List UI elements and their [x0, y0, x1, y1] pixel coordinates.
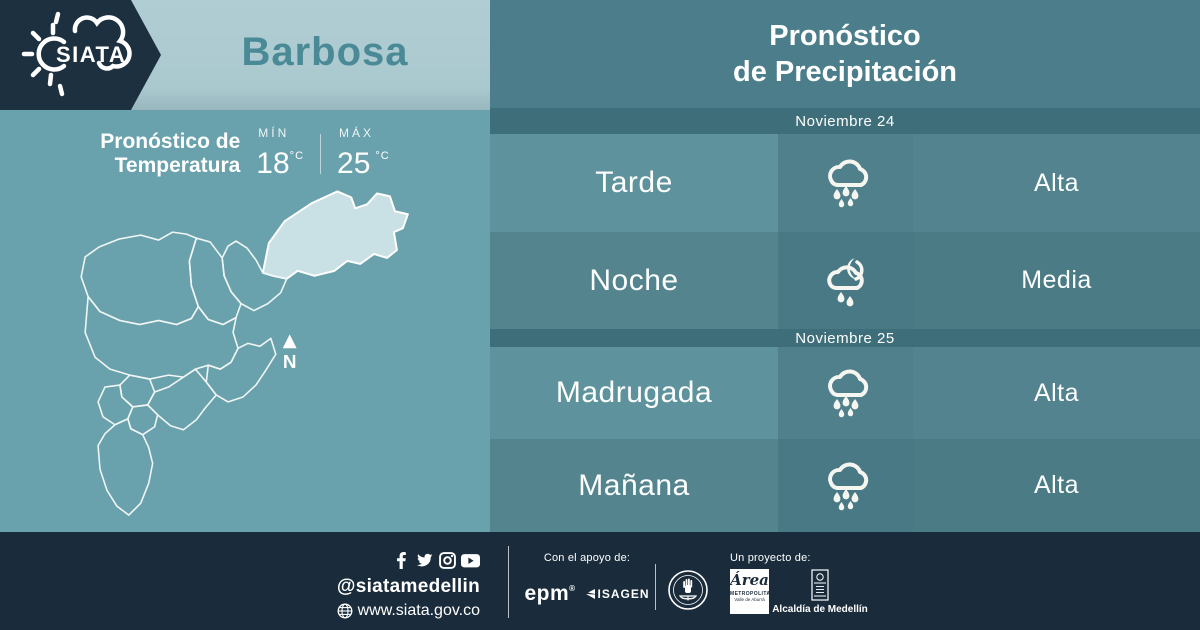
- level-value: Alta: [913, 347, 1200, 439]
- max-unit: °C: [375, 150, 390, 162]
- precipitation-title: Pronóstico de Precipitación: [490, 0, 1200, 108]
- area-line1: METROPOLITANA: [730, 591, 769, 597]
- rain-cloud-icon: [778, 439, 913, 532]
- temperature-title: Pronóstico de Temperatura: [100, 126, 240, 178]
- instagram-icon[interactable]: [439, 551, 456, 569]
- area-metropolitana-logo: Área METROPOLITANA Valle de Aburrá: [730, 569, 769, 614]
- rain-cloud-icon: [778, 134, 913, 232]
- epm-registered-mark: ®: [569, 584, 576, 593]
- temperature-forecast: Pronóstico de Temperatura MÍN 18°C MÁX 2…: [0, 126, 490, 180]
- forecast-row-madrugada: Madrugada Alta: [490, 347, 1200, 439]
- min-unit: °C: [289, 150, 305, 162]
- footer: @siatamedellin www.siata.gov.co Con el a…: [0, 532, 1200, 630]
- map-region: [205, 337, 277, 403]
- website-row: www.siata.gov.co: [337, 602, 480, 620]
- social-block: @siatamedellin www.siata.gov.co: [337, 550, 480, 620]
- temperature-title-line1: Pronóstico de: [100, 130, 241, 153]
- alcaldia-logo: Alcaldía de Medellín: [772, 569, 868, 615]
- municipality-title: Barbosa: [241, 29, 409, 74]
- min-value: 18: [256, 147, 290, 180]
- precipitation-title-line1: Pronóstico: [769, 20, 921, 52]
- date-bar: Noviembre 25: [490, 329, 1200, 347]
- alcaldia-name: Alcaldía de Medellín: [772, 604, 868, 615]
- period-label: Tarde: [490, 134, 778, 232]
- level-value: Alta: [913, 439, 1200, 532]
- precipitation-panel: Pronóstico de Precipitación Noviembre 24…: [490, 0, 1200, 532]
- isagen-logo: ISAGEN: [585, 587, 650, 601]
- area-line2: Valle de Aburrá: [734, 597, 765, 602]
- night-rain-cloud-icon: [778, 232, 913, 329]
- social-handle[interactable]: @siatamedellin: [336, 576, 480, 597]
- map-region: [146, 368, 217, 431]
- forecast-row-tarde: Tarde Alta: [490, 134, 1200, 232]
- youtube-icon[interactable]: [461, 552, 480, 569]
- period-label: Madrugada: [490, 347, 778, 439]
- level-value: Alta: [913, 134, 1200, 232]
- alcaldia-emblem-icon: [811, 569, 829, 601]
- max-value: 25: [337, 147, 371, 180]
- temperature-title-line2: Temperatura: [114, 154, 241, 177]
- footer-divider: [655, 564, 656, 610]
- cloud-icon: [72, 15, 132, 71]
- logo-text: SIATA: [56, 42, 126, 67]
- university-seal-logo: [668, 570, 708, 610]
- sun-icon: [21, 11, 67, 97]
- aburra-valley-map: N: [80, 190, 409, 516]
- twitter-icon[interactable]: [415, 552, 434, 569]
- date-bar: Noviembre 24: [490, 108, 1200, 134]
- min-label: MÍN: [258, 126, 290, 140]
- temperature-divider: [320, 134, 322, 174]
- map-region: [97, 418, 154, 516]
- project-label: Un proyecto de:: [730, 552, 811, 564]
- map-region: [188, 237, 242, 326]
- north-label: N: [283, 351, 297, 372]
- area-script-text: Área: [730, 571, 769, 589]
- max-label: MÁX: [339, 126, 375, 140]
- globe-icon: [337, 603, 353, 619]
- temperature-max: MÁX 25 °C: [337, 126, 390, 180]
- level-value: Media: [913, 232, 1200, 329]
- left-column: Barbosa SIATA Pronóstico de: [0, 0, 490, 532]
- temperature-map-panel: Pronóstico de Temperatura MÍN 18°C MÁX 2…: [0, 110, 490, 532]
- map-region-barbosa-highlighted: [261, 190, 409, 280]
- north-arrow: N: [282, 334, 297, 372]
- social-icons: [337, 550, 480, 570]
- forecast-row-noche: Noche Media: [490, 232, 1200, 329]
- siata-logo: SIATA: [0, 0, 161, 110]
- epm-logo: epm®: [524, 582, 576, 605]
- facebook-icon[interactable]: [393, 551, 410, 569]
- period-label: Noche: [490, 232, 778, 329]
- temperature-min: MÍN 18°C: [256, 126, 304, 180]
- rain-cloud-icon: [778, 347, 913, 439]
- footer-divider: [508, 546, 509, 618]
- support-label: Con el apoyo de:: [543, 552, 631, 564]
- precipitation-title-line2: de Precipitación: [732, 56, 957, 88]
- period-label: Mañana: [490, 439, 778, 532]
- forecast-row-manana: Mañana Alta: [490, 439, 1200, 532]
- website-url[interactable]: www.siata.gov.co: [357, 602, 480, 619]
- isagen-mark-icon: [585, 589, 595, 599]
- support-logos: epm® ISAGEN: [522, 582, 652, 606]
